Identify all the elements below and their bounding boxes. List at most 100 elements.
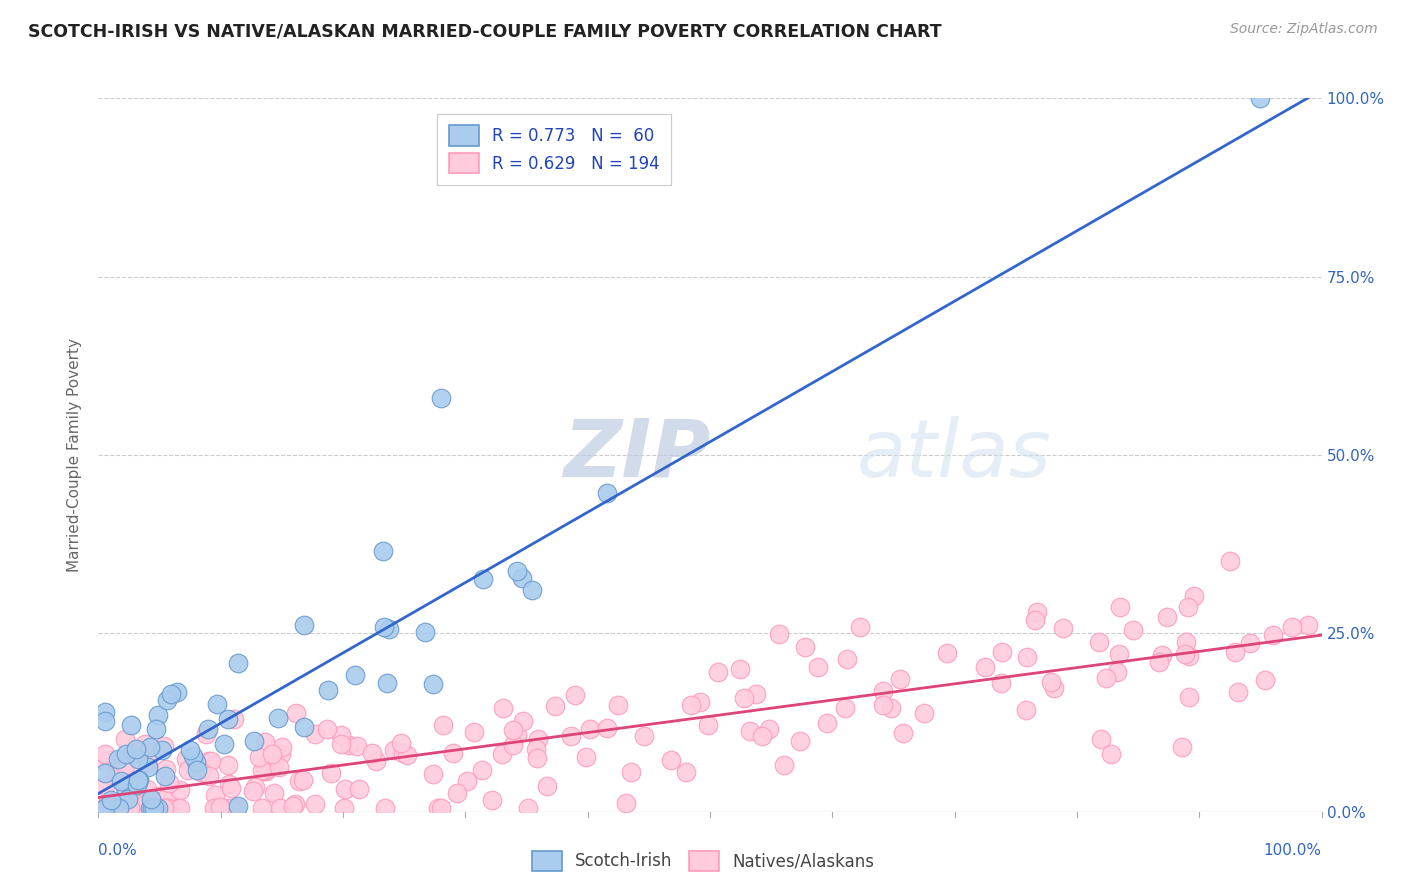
Point	[118, 801, 141, 815]
Point	[198, 769, 221, 783]
Point	[395, 747, 418, 762]
Point	[1178, 648, 1201, 663]
Point	[121, 747, 143, 762]
Point	[94, 765, 117, 780]
Text: 100.0%: 100.0%	[1264, 843, 1322, 858]
Point	[373, 620, 395, 634]
Point	[794, 640, 817, 654]
Point	[707, 665, 730, 680]
Point	[107, 752, 129, 766]
Point	[135, 801, 157, 815]
Point	[758, 723, 780, 737]
Point	[422, 767, 444, 781]
Point	[190, 764, 212, 779]
Point	[93, 747, 115, 762]
Point	[281, 798, 304, 813]
Point	[139, 801, 162, 815]
Point	[422, 676, 444, 690]
Point	[114, 731, 136, 746]
Point	[321, 766, 343, 780]
Point	[1298, 618, 1320, 632]
Point	[177, 763, 200, 777]
Point	[217, 758, 239, 772]
Legend: R = 0.773   N =  60, R = 0.629   N = 194: R = 0.773 N = 60, R = 0.629 N = 194	[437, 113, 671, 185]
Point	[1052, 621, 1074, 635]
Point	[145, 722, 167, 736]
Point	[456, 774, 478, 789]
Point	[260, 747, 283, 762]
Point	[1261, 628, 1284, 642]
Point	[659, 752, 682, 766]
Point	[344, 667, 367, 681]
Point	[93, 714, 115, 729]
Point	[153, 739, 176, 754]
Point	[316, 722, 339, 736]
Point	[738, 724, 761, 739]
Point	[512, 714, 534, 728]
Point	[491, 747, 513, 761]
Point	[346, 739, 368, 753]
Point	[143, 800, 166, 814]
Point	[516, 801, 538, 815]
Point	[1219, 554, 1241, 568]
Point	[1174, 634, 1197, 648]
Point	[155, 762, 177, 776]
Point	[155, 791, 177, 805]
Point	[1147, 655, 1170, 669]
Point	[117, 801, 139, 815]
Point	[146, 789, 169, 804]
Point	[872, 684, 894, 698]
Point	[224, 712, 246, 726]
Point	[269, 801, 291, 815]
Point	[389, 736, 412, 750]
Point	[614, 796, 637, 810]
Point	[633, 729, 655, 743]
Point	[505, 729, 527, 743]
Point	[1095, 671, 1118, 685]
Point	[108, 801, 131, 815]
Point	[872, 698, 894, 712]
Point	[166, 685, 188, 699]
Point	[606, 698, 628, 713]
Point	[1015, 703, 1038, 717]
Point	[1122, 623, 1144, 637]
Point	[263, 786, 285, 800]
Point	[596, 721, 619, 735]
Point	[114, 780, 136, 795]
Point	[772, 758, 794, 772]
Point	[880, 701, 903, 715]
Point	[110, 774, 132, 789]
Point	[595, 486, 617, 500]
Point	[446, 786, 468, 800]
Point	[378, 622, 401, 636]
Point	[526, 751, 548, 765]
Point	[1177, 600, 1199, 615]
Point	[1109, 600, 1132, 615]
Point	[333, 781, 356, 796]
Point	[285, 706, 308, 720]
Point	[146, 708, 169, 723]
Point	[197, 754, 219, 768]
Point	[93, 754, 115, 768]
Point	[176, 752, 198, 766]
Point	[1227, 685, 1250, 699]
Point	[1090, 731, 1112, 746]
Point	[179, 743, 201, 757]
Text: Source: ZipAtlas.com: Source: ZipAtlas.com	[1230, 22, 1378, 37]
Point	[184, 755, 207, 769]
Point	[426, 801, 449, 815]
Point	[195, 727, 218, 741]
Point	[1024, 613, 1046, 627]
Point	[204, 789, 226, 803]
Point	[139, 739, 162, 754]
Point	[141, 801, 163, 815]
Point	[226, 656, 249, 670]
Point	[681, 698, 703, 713]
Point	[675, 765, 697, 780]
Point	[337, 738, 360, 752]
Point	[768, 627, 790, 641]
Point	[128, 773, 150, 788]
Point	[1174, 647, 1197, 661]
Point	[329, 738, 352, 752]
Point	[1088, 634, 1111, 648]
